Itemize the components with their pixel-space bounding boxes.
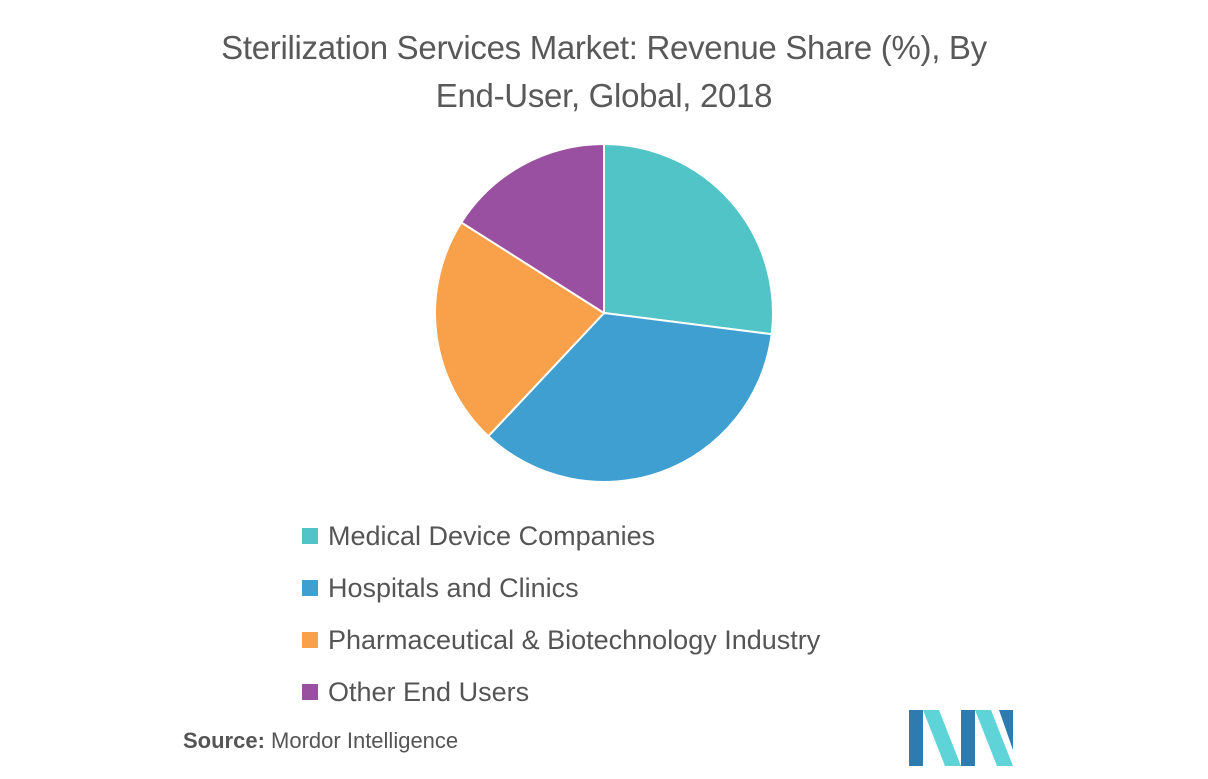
pie-slice-hospitals-and-clinics: [486, 311, 773, 483]
mordor-intelligence-logo-icon: [909, 710, 1013, 766]
source-note: Source: Mordor Intelligence: [183, 728, 458, 754]
pie-slice-pharmaceutical-biotechnology-industry: [434, 221, 606, 438]
legend-swatch: [302, 528, 318, 544]
pie-slice-other-end-users: [459, 142, 605, 315]
legend: Medical Device Companies Hospitals and Cl…: [302, 510, 820, 718]
legend-label: Pharmaceutical & Biotechnology Industry: [328, 624, 821, 655]
legend-label: Hospitals and Clinics: [328, 572, 579, 603]
legend-item: Medical Device Companies: [302, 510, 820, 562]
legend-item: Hospitals and Clinics: [302, 562, 820, 614]
source-text: Mordor Intelligence: [271, 728, 459, 753]
legend-item: Other End Users: [302, 666, 820, 718]
pie-slices: [434, 142, 774, 483]
legend-swatch: [302, 580, 318, 596]
legend-label: Other End Users: [328, 676, 530, 707]
legend-swatch: [302, 684, 318, 700]
chart-title: Sterilization Services Market: Revenue S…: [221, 29, 987, 114]
pie-slice-medical-device-companies: [603, 142, 774, 336]
legend-swatch: [302, 632, 318, 648]
legend-label: Medical Device Companies: [328, 520, 656, 551]
source-label: Source:: [183, 728, 265, 753]
legend-item: Pharmaceutical & Biotechnology Industry: [302, 614, 820, 666]
